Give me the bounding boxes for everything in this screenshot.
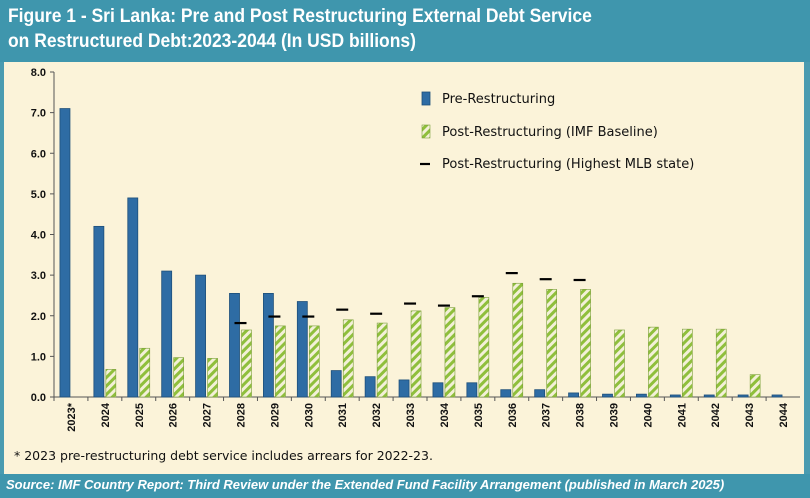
bar-pre-restructuring — [263, 293, 274, 398]
x-tick-label: 2039 — [609, 403, 621, 427]
x-tick-label: 2029 — [269, 403, 281, 427]
bar-post-restructuring — [614, 329, 625, 398]
x-tick-label: 2043 — [744, 403, 756, 427]
bar-pre-restructuring — [93, 225, 105, 398]
bar-pre-restructuring — [330, 370, 342, 398]
bar-post-restructuring — [444, 307, 456, 398]
bar-pre-restructuring — [127, 197, 139, 398]
x-tick-label: 2038 — [575, 403, 587, 427]
bar-post-restructuring — [715, 328, 727, 398]
y-tick-label: 1.0 — [31, 351, 46, 363]
bar-pre-restructuring — [669, 394, 681, 398]
y-tick-label: 5.0 — [31, 189, 46, 201]
x-tick-label: 2033 — [405, 403, 417, 427]
x-tick-label: 2024 — [100, 402, 112, 427]
x-tick-label: 2025 — [134, 403, 146, 427]
y-tick-label: 8.0 — [31, 67, 46, 79]
y-tick-label: 7.0 — [31, 108, 46, 120]
legend-label-mlb: Post-Restructuring (Highest MLB state) — [442, 157, 694, 172]
legend-swatch-post — [421, 124, 431, 139]
bar-pre-restructuring — [364, 376, 376, 398]
bar-post-restructuring — [173, 357, 184, 398]
bar-pre-restructuring — [737, 394, 749, 398]
x-tick-label: 2040 — [642, 403, 654, 427]
bar-post-restructuring — [512, 282, 524, 398]
y-tick-label: 3.0 — [31, 270, 46, 282]
bar-post-restructuring — [241, 329, 252, 398]
bar-post-restructuring — [105, 369, 117, 398]
x-tick-label: 2030 — [303, 403, 315, 427]
chart-title-line2: on Restructured Debt:2023-2044 (In USD b… — [8, 31, 416, 52]
bar-pre-restructuring — [500, 389, 512, 398]
bar-post-restructuring — [749, 374, 761, 398]
chart-title-line1: Figure 1 - Sri Lanka: Pre and Post Restr… — [8, 6, 592, 27]
bar-pre-restructuring — [398, 379, 410, 398]
bar-pre-restructuring — [568, 392, 579, 398]
x-tick-label: 2036 — [507, 403, 519, 427]
y-tick-label: 0.0 — [31, 392, 46, 404]
bar-post-restructuring — [309, 325, 320, 398]
bar-post-restructuring — [376, 322, 388, 398]
x-tick-label: 2027 — [202, 403, 214, 427]
bar-pre-restructuring — [161, 270, 173, 398]
x-tick-label: 2023* — [66, 402, 78, 431]
x-tick-label: 2026 — [168, 403, 180, 427]
legend-label-pre: Pre-Restructuring — [442, 92, 555, 107]
bar-post-restructuring — [478, 297, 490, 398]
footnote: * 2023 pre-restructuring debt service in… — [14, 448, 433, 463]
chart-panel: 0.0 1.0 2.0 3.0 4.0 5.0 6.0 7.0 8.0 2023* 2024 2025… — [4, 62, 804, 474]
x-tick-label: 2028 — [236, 403, 248, 427]
bar-post-restructuring — [580, 289, 591, 398]
x-tick-label: 2041 — [676, 403, 688, 427]
bar-pre-restructuring — [195, 274, 206, 398]
bar-post-restructuring — [207, 358, 218, 398]
bar-post-restructuring — [139, 347, 151, 398]
x-tick-label: 2042 — [710, 403, 722, 427]
bar-post-restructuring — [648, 326, 659, 398]
x-tick-label: 2034 — [439, 402, 451, 427]
bar-pre-restructuring — [534, 389, 546, 398]
x-tick-label: 2031 — [337, 403, 349, 427]
bar-pre-restructuring — [636, 393, 647, 398]
x-tick-label: 2032 — [371, 403, 383, 427]
bar-post-restructuring — [275, 325, 286, 398]
bar-post-restructuring — [410, 310, 422, 398]
bar-pre-restructuring — [432, 382, 444, 398]
chart-title: Figure 1 - Sri Lanka: Pre and Post Restr… — [8, 4, 735, 54]
x-tick-label: 2037 — [541, 403, 553, 427]
bar-pre-restructuring — [771, 394, 783, 398]
bar-post-restructuring — [682, 328, 693, 398]
legend-swatch-pre — [421, 91, 431, 106]
bar-post-restructuring — [546, 289, 557, 398]
bar-post-restructuring — [342, 319, 354, 398]
bar-pre-restructuring — [59, 108, 71, 398]
x-tick-label: 2044 — [778, 402, 790, 427]
x-tick-label: 2035 — [473, 403, 485, 427]
y-tick-label: 4.0 — [31, 230, 46, 242]
y-tick-label: 6.0 — [31, 148, 46, 160]
y-tick-label: 2.0 — [31, 311, 46, 323]
bar-pre-restructuring — [296, 301, 308, 398]
bar-pre-restructuring — [703, 394, 715, 398]
debt-service-chart: 0.0 1.0 2.0 3.0 4.0 5.0 6.0 7.0 8.0 2023* 2024 2025… — [31, 67, 800, 432]
bar-pre-restructuring — [602, 393, 613, 398]
bar-pre-restructuring — [466, 382, 478, 398]
chart-axes: 0.0 1.0 2.0 3.0 4.0 5.0 6.0 7.0 8.0 2023* 2024 2025… — [31, 67, 800, 432]
legend-label-post: Post-Restructuring (IMF Baseline) — [442, 125, 658, 140]
source-note: Source: IMF Country Report: Third Review… — [6, 477, 725, 492]
source-bar: Source: IMF Country Report: Third Review… — [0, 474, 810, 498]
chart-bars — [59, 108, 783, 398]
bar-pre-restructuring — [229, 293, 240, 398]
chart-legend: Pre-Restructuring Post-Restructuring (IMF… — [420, 91, 694, 172]
title-bar — [0, 0, 810, 62]
